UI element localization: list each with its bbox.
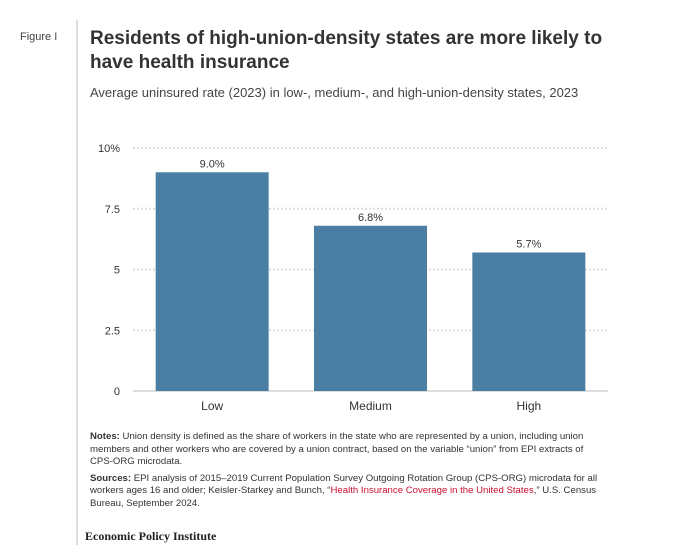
- x-tick-label: Low: [201, 399, 223, 413]
- y-tick-label: 0: [114, 386, 120, 398]
- bar-medium: [314, 225, 427, 391]
- source-link[interactable]: Health Insurance Coverage in the United …: [330, 485, 534, 496]
- x-tick-label: High: [516, 399, 541, 413]
- y-tick-label: 10%: [98, 143, 120, 155]
- y-tick-label: 2.5: [105, 325, 120, 337]
- figure-label: Figure I: [20, 31, 58, 43]
- notes-section: Notes: Union density is defined as the s…: [90, 431, 600, 514]
- data-label: 9.0%: [200, 158, 225, 170]
- data-label: 5.7%: [516, 238, 541, 250]
- chart-subtitle: Average uninsured rate (2023) in low-, m…: [90, 85, 579, 100]
- notes-text: Union density is defined as the share of…: [90, 431, 584, 467]
- y-tick-label: 7.5: [105, 204, 120, 216]
- sources-text: EPI analysis of 2015–2019 Current Popula…: [90, 472, 598, 497]
- divider: [76, 20, 78, 545]
- notes: Notes: Union density is defined as the s…: [90, 431, 600, 469]
- sources: Sources: EPI analysis of 2015–2019 Curre…: [90, 473, 600, 511]
- bar-high: [472, 252, 586, 391]
- chart-title: Residents of high-union-density states a…: [90, 28, 603, 73]
- y-tick-label: 5: [114, 265, 120, 277]
- x-tick-label: Medium: [349, 399, 392, 413]
- bar-low: [155, 172, 269, 391]
- epi-logo: Economic Policy Institute: [85, 529, 217, 543]
- sources-label: Sources:: [90, 472, 132, 484]
- data-label: 6.8%: [358, 212, 383, 224]
- sources-tail: ,” U.S. Census Bureau, September 2024.: [90, 485, 597, 509]
- bar-chart: 0 2.5 5 7.5 10% 9.0% Low 6.8% Medium 5.7% High: [98, 143, 608, 413]
- notes-label: Notes:: [90, 431, 120, 442]
